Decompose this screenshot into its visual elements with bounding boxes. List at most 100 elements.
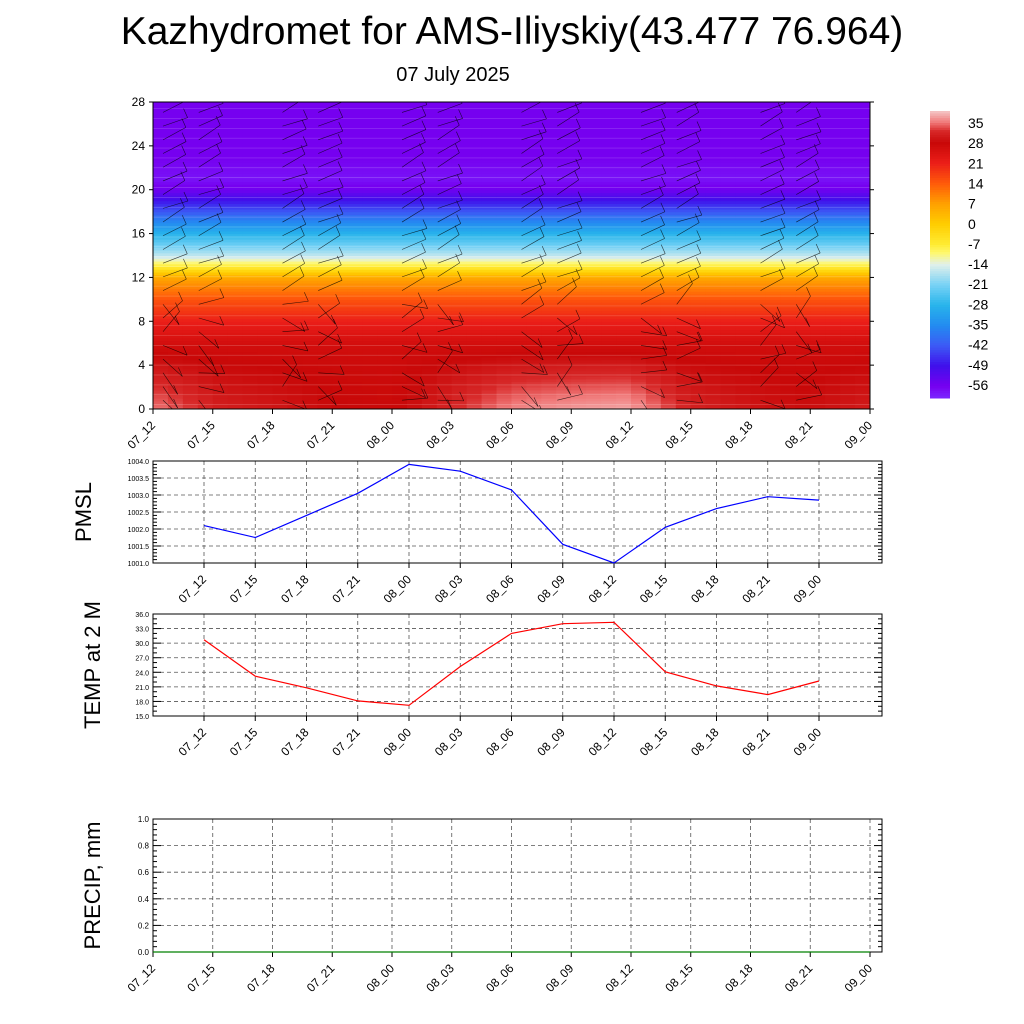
wind-barb bbox=[162, 127, 186, 141]
y-axis-label: PRECIP, mm bbox=[80, 822, 105, 950]
wind-barb bbox=[640, 253, 666, 264]
x-tick-label: 07_21 bbox=[329, 572, 363, 606]
wind-barb bbox=[282, 186, 308, 195]
y-tick-label: 0.6 bbox=[138, 868, 150, 877]
x-tick-label: 07_18 bbox=[278, 572, 312, 606]
wind-barb bbox=[676, 159, 702, 168]
x-tick-label: 07_18 bbox=[244, 961, 278, 995]
wind-barb bbox=[437, 223, 461, 237]
wind-barb bbox=[318, 304, 336, 325]
wind-barb bbox=[437, 124, 460, 141]
heatmap-x-tick-label: 08_18 bbox=[722, 418, 756, 452]
wind-barb bbox=[557, 179, 579, 195]
wind-barb bbox=[318, 255, 344, 264]
y-tick-label: 0.8 bbox=[138, 842, 150, 851]
wind-barb bbox=[162, 236, 186, 250]
wind-barb bbox=[760, 213, 786, 223]
wind-barb bbox=[198, 264, 222, 278]
wind-barb bbox=[198, 345, 215, 367]
wind-barb bbox=[282, 128, 307, 141]
wind-barb bbox=[521, 281, 547, 291]
wind-barb bbox=[401, 372, 425, 387]
wind-barb bbox=[760, 399, 786, 409]
wind-barb bbox=[880, 346, 902, 359]
wind-barb bbox=[676, 276, 700, 291]
wind-barb bbox=[676, 381, 703, 387]
wind-barb bbox=[796, 153, 819, 168]
wind-barb bbox=[162, 311, 180, 332]
wind-barb bbox=[437, 351, 453, 373]
wind-barb bbox=[437, 324, 463, 332]
wind-barb bbox=[760, 317, 785, 329]
wind-barb bbox=[521, 138, 544, 154]
wind-barb bbox=[880, 265, 903, 277]
wind-barb bbox=[880, 228, 905, 235]
wind-barb bbox=[760, 103, 786, 113]
wind-barb bbox=[198, 194, 221, 209]
wind-barb bbox=[198, 187, 224, 195]
y-tick-label: 15.0 bbox=[135, 714, 149, 721]
heatmap-x-tick-label: 08_09 bbox=[543, 418, 577, 452]
wind-barb bbox=[760, 352, 786, 360]
wind-barb bbox=[198, 103, 224, 113]
y-tick-label: 0.0 bbox=[138, 948, 150, 957]
wind-barb bbox=[676, 222, 700, 237]
wind-barb bbox=[676, 340, 703, 346]
wind-barb bbox=[557, 158, 582, 168]
wind-barb bbox=[640, 386, 665, 398]
y-tick-label: 33.0 bbox=[135, 627, 149, 634]
wind-barb bbox=[521, 372, 548, 375]
wind-barb bbox=[318, 279, 343, 291]
colorbar-label: 0 bbox=[968, 216, 976, 232]
x-tick-label: 08_03 bbox=[432, 725, 466, 759]
wind-barb bbox=[521, 386, 539, 407]
y-tick-label: 30.0 bbox=[135, 641, 149, 648]
wind-barb bbox=[796, 370, 817, 387]
chart-title: Kazhydromet for AMS-Iliyskiy(43.477 76.9… bbox=[120, 10, 904, 53]
wind-barb bbox=[676, 266, 701, 278]
wind-barb bbox=[640, 102, 666, 113]
y-axis-label: TEMP at 2 M bbox=[80, 601, 105, 729]
heatmap-y-tick-label: 24 bbox=[132, 139, 146, 153]
wind-barb bbox=[557, 317, 578, 335]
x-tick-label: 08_12 bbox=[586, 572, 620, 606]
wind-barb bbox=[640, 155, 665, 168]
wind-barb bbox=[162, 278, 187, 291]
wind-barb bbox=[760, 315, 782, 332]
chart-subtitle: 07 July 2025 bbox=[396, 64, 510, 86]
wind-barb bbox=[162, 154, 186, 168]
wind-barb bbox=[796, 221, 819, 237]
wind-barb bbox=[401, 301, 423, 319]
colorbar-label: -35 bbox=[968, 317, 988, 333]
wind-barb bbox=[318, 142, 343, 154]
wind-barb bbox=[318, 170, 343, 182]
x-tick-label: 08_09 bbox=[543, 961, 577, 995]
panel-frame bbox=[152, 818, 883, 953]
wind-barb bbox=[760, 277, 784, 291]
y-tick-label: 36.0 bbox=[135, 612, 149, 619]
y-tick-label: 1001.5 bbox=[128, 544, 150, 551]
colorbar-label: 21 bbox=[968, 155, 984, 171]
y-tick-label: 18.0 bbox=[135, 699, 149, 706]
wind-barb bbox=[880, 253, 904, 263]
wind-barb bbox=[760, 143, 785, 154]
wind-barb bbox=[318, 389, 343, 401]
wind-barb bbox=[318, 102, 343, 113]
wind-barb bbox=[796, 199, 821, 209]
heatmap-x-tick-label: 07_21 bbox=[304, 418, 338, 452]
precip-panel: 0.0 0.2 0.4 0.6 0.8 1.0 07_12 07_15 07_18 07_21 08… bbox=[80, 815, 883, 995]
wind-barb bbox=[401, 170, 427, 182]
wind-barb bbox=[401, 251, 426, 264]
wind-barb bbox=[795, 304, 810, 327]
heatmap-x-tick-label: 08_12 bbox=[603, 418, 637, 452]
x-tick-label: 08_09 bbox=[534, 725, 568, 759]
wind-barb bbox=[282, 209, 306, 223]
wind-barb bbox=[557, 140, 580, 154]
wind-barb bbox=[437, 172, 463, 182]
wind-barb bbox=[521, 254, 547, 264]
wind-barb bbox=[282, 300, 309, 305]
x-tick-label: 08_06 bbox=[483, 572, 517, 606]
wind-barb bbox=[556, 372, 571, 396]
wind-barb bbox=[796, 345, 822, 354]
wind-barb bbox=[557, 211, 582, 223]
